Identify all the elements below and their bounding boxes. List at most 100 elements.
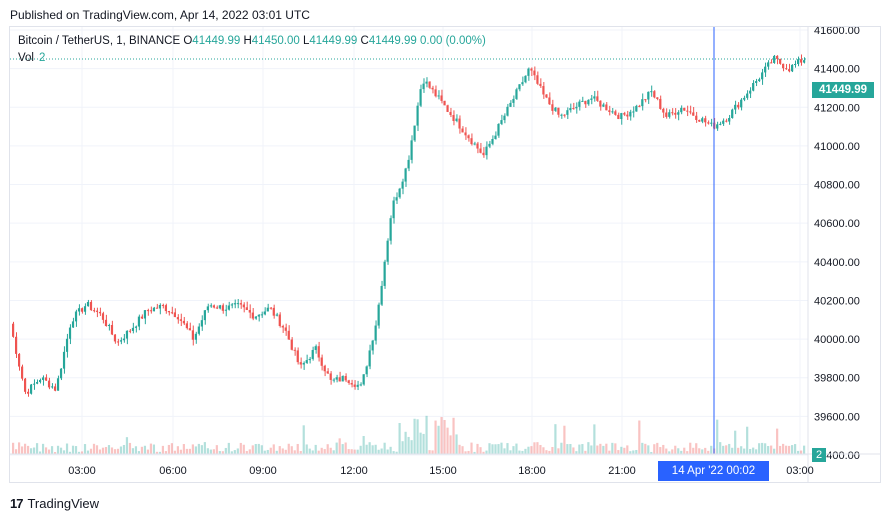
candle-body <box>647 91 650 100</box>
volume-bar <box>287 443 290 454</box>
candle-body <box>20 366 24 379</box>
volume-bar <box>311 450 314 454</box>
candle-body <box>362 374 365 385</box>
volume-bar <box>524 448 527 454</box>
volume-bar <box>293 450 296 454</box>
volume-bar <box>614 443 617 454</box>
volume-bar <box>416 419 419 454</box>
volume-bar <box>395 451 398 454</box>
candle-body <box>440 95 443 101</box>
volume-bar <box>506 443 509 454</box>
candle-body <box>779 58 782 64</box>
candle-body <box>704 118 707 123</box>
candle-body <box>227 305 230 310</box>
candle-body <box>452 115 455 122</box>
candle-body <box>350 382 353 385</box>
volume-bar <box>74 446 78 454</box>
volume-bar <box>479 447 482 454</box>
volume-bar <box>224 447 227 454</box>
price-chart[interactable]: 41600.00 41400.00 41200.00 41000.00 40800.00… <box>10 27 880 482</box>
candle-body <box>32 383 36 385</box>
candle-body <box>251 312 254 319</box>
candle-body <box>278 314 281 327</box>
volume-bar <box>386 449 389 454</box>
candle-body <box>380 285 383 305</box>
volume-bar <box>14 449 18 454</box>
volume-bar <box>326 444 329 454</box>
candle-body <box>59 368 63 379</box>
volume-bar <box>422 433 425 454</box>
chart-grid <box>10 27 808 456</box>
candle-body <box>542 86 545 95</box>
volume-bar <box>374 444 377 454</box>
symbol-label: Bitcoin / TetherUS, 1, BINANCE <box>18 35 181 47</box>
volume-bar <box>269 447 272 454</box>
candle-body <box>476 143 479 149</box>
volume-bar <box>35 443 39 454</box>
volume-bar <box>317 450 320 454</box>
volume-bar <box>734 430 737 454</box>
volume-bar <box>194 446 197 454</box>
volume-bar <box>788 445 791 454</box>
volume-bar <box>203 442 206 454</box>
candle-body <box>443 100 446 106</box>
candle-body <box>47 380 51 388</box>
volume-bar <box>512 446 515 454</box>
volume-bar <box>347 449 350 454</box>
volume-bar <box>638 420 641 454</box>
price-tick-label: 40400.00 <box>814 257 860 269</box>
volume-bar <box>29 448 33 454</box>
volume-bar <box>476 443 479 454</box>
candle-body <box>539 83 542 87</box>
candle-body <box>605 104 608 111</box>
candle-body <box>368 350 371 367</box>
candle-body <box>14 336 18 354</box>
volume-bar <box>185 448 188 454</box>
volume-bar <box>767 446 770 454</box>
volume-bar <box>452 417 455 454</box>
volume-bar <box>383 442 386 454</box>
volume-bar <box>554 424 557 454</box>
candle-body <box>296 350 299 363</box>
volume-bar <box>68 451 72 454</box>
candle-body <box>734 104 737 110</box>
candle-body <box>716 124 719 129</box>
volume-bar <box>398 423 401 454</box>
candle-body <box>593 96 596 99</box>
volume-bar <box>563 425 566 454</box>
footer-branding[interactable]: 17 TradingView <box>10 496 99 511</box>
candle-body <box>425 81 428 84</box>
last-price-tag: 41449.99 <box>812 82 874 98</box>
volume-bar <box>92 443 96 454</box>
chart-frame <box>9 26 881 483</box>
volume-bar <box>212 449 215 454</box>
candle-body <box>116 341 120 343</box>
candle-body <box>626 114 629 117</box>
candle-body <box>650 91 653 93</box>
close-label: C <box>360 35 369 47</box>
volume-bar <box>12 442 15 454</box>
volume-bar <box>671 449 674 454</box>
candle-body <box>155 307 159 309</box>
candle-body <box>209 305 212 307</box>
candle-body <box>230 304 233 306</box>
change-value: 0.00 (0.00%) <box>420 35 486 47</box>
volume-bar <box>95 445 99 454</box>
candle-body <box>56 378 60 391</box>
candle-body <box>617 114 620 120</box>
volume-bar <box>581 444 584 454</box>
volume-bar <box>626 445 629 454</box>
volume-bar <box>116 448 120 454</box>
price-tick-label: 41000.00 <box>814 141 860 153</box>
volume-bar <box>44 447 48 454</box>
candle-body <box>410 140 413 160</box>
candle-body <box>53 386 57 391</box>
candle-body <box>569 108 572 111</box>
volume-bar <box>407 436 410 454</box>
volume-bar <box>776 428 779 454</box>
volume-bar <box>716 419 719 454</box>
volume-bar <box>722 445 725 454</box>
volume-bar <box>701 449 704 454</box>
volume-bar <box>659 447 662 454</box>
volume-bar <box>698 448 701 454</box>
